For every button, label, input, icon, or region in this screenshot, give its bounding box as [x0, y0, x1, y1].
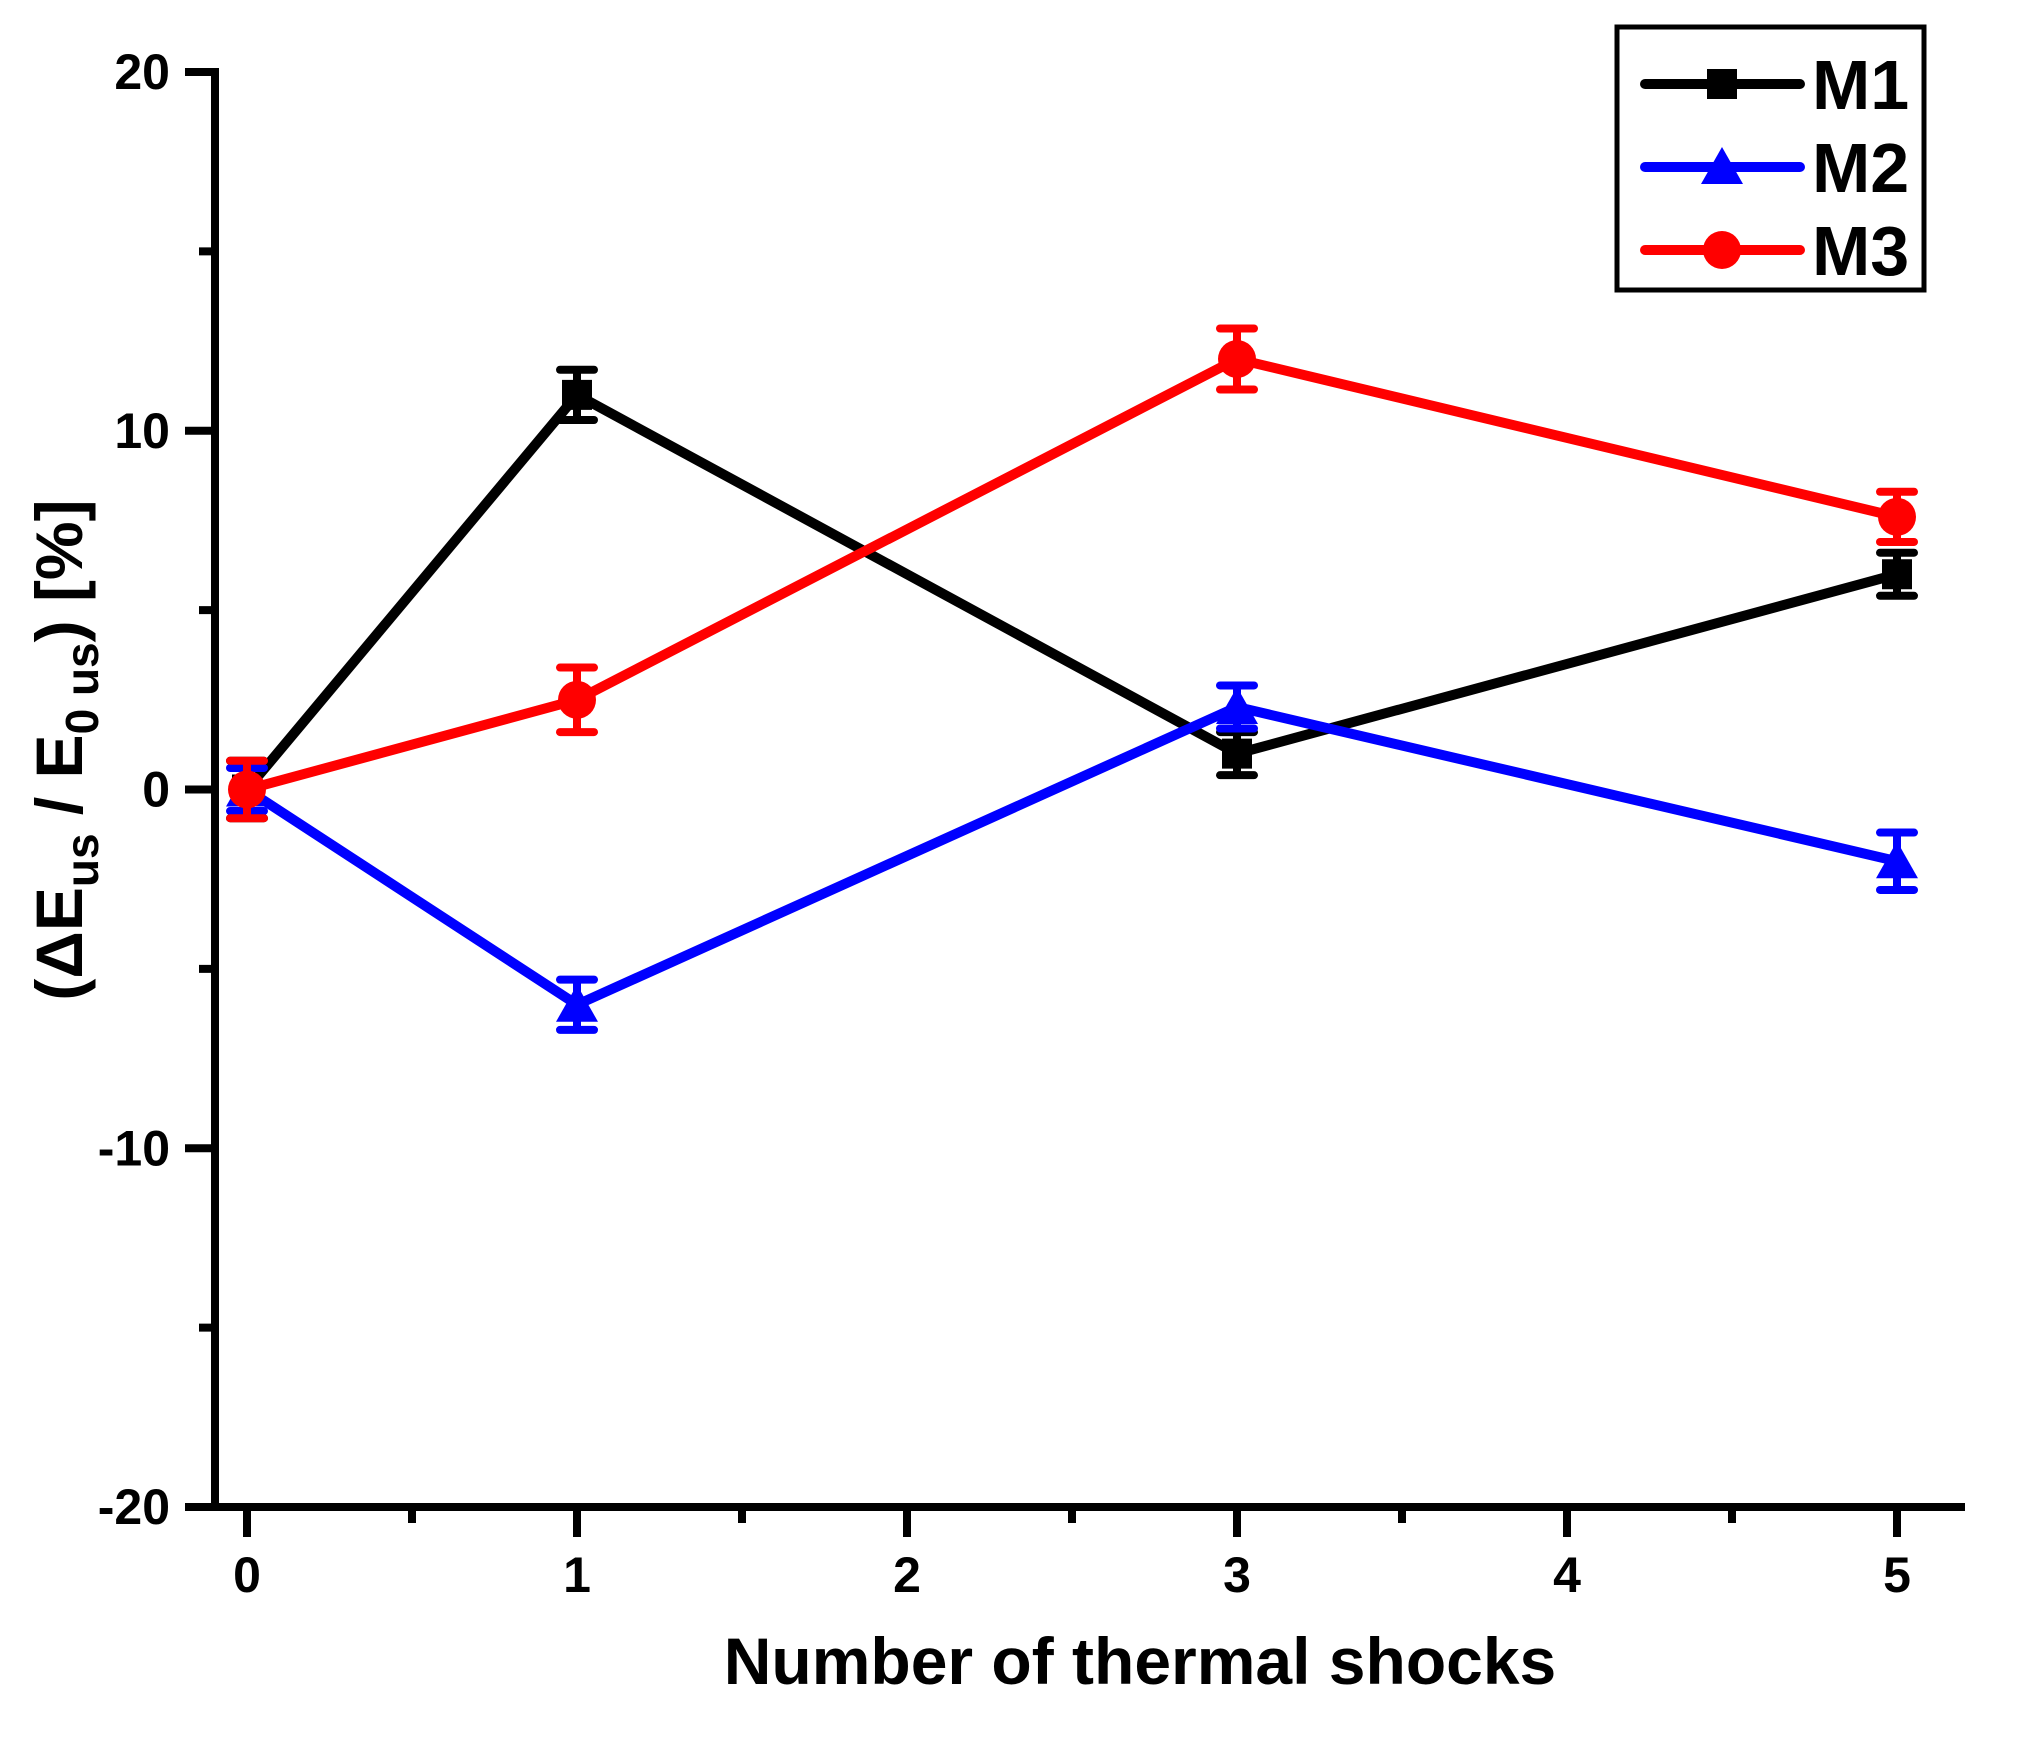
x-tick-label: 5	[1883, 1547, 1911, 1603]
legend-marker-square	[1707, 69, 1737, 99]
marker-square	[1882, 559, 1912, 590]
series-line	[242, 388, 1902, 795]
series-M1	[226, 365, 1918, 823]
marker-square	[562, 379, 592, 410]
y-axis-title: (ΔEus / E0 us) [%]	[22, 499, 108, 1000]
x-tick-label: 1	[563, 1547, 591, 1603]
marker-triangle	[556, 984, 598, 1022]
y-tick-label: 0	[142, 762, 170, 818]
x-tick-label: 3	[1223, 1547, 1251, 1603]
legend-label: M1	[1812, 46, 1909, 124]
y-tick-label: -20	[98, 1479, 170, 1535]
x-axis-title: Number of thermal shocks	[724, 1624, 1557, 1698]
y-axis-title-text: (ΔE	[22, 887, 96, 1000]
y-tick-label: 20	[114, 44, 170, 100]
x-tick-label: 0	[233, 1547, 261, 1603]
x-tick-label: 4	[1553, 1547, 1581, 1603]
legend-label: M3	[1812, 212, 1909, 290]
marker-circle	[1218, 340, 1256, 378]
marker-triangle	[1876, 841, 1918, 879]
y-axis-title-subscript: 0 us	[56, 642, 108, 734]
marker-circle	[228, 770, 266, 809]
x-tick-label: 2	[893, 1547, 921, 1603]
legend-label: M2	[1812, 129, 1909, 207]
axes: 20 10 0 -10 -20 0 1 2 3 4 5	[98, 44, 1965, 1603]
legend-marker-triangle	[1701, 147, 1743, 184]
marker-circle	[558, 680, 596, 719]
series-line	[242, 701, 1902, 1011]
marker-circle	[1878, 497, 1916, 536]
series-M2	[226, 681, 1918, 1034]
y-axis-title-text: / E	[22, 734, 96, 833]
marker-triangle	[1216, 686, 1258, 724]
legend-marker-circle	[1703, 231, 1741, 269]
marker-square	[1222, 738, 1252, 769]
plot-series	[226, 324, 1918, 1034]
y-tick-label: 10	[114, 403, 170, 459]
series-line	[242, 353, 1902, 795]
y-axis-title-text: ) [%]	[22, 499, 96, 642]
y-tick-label: -10	[98, 1120, 170, 1176]
series-M3	[226, 324, 1918, 823]
y-axis-title-subscript: us	[56, 833, 108, 887]
